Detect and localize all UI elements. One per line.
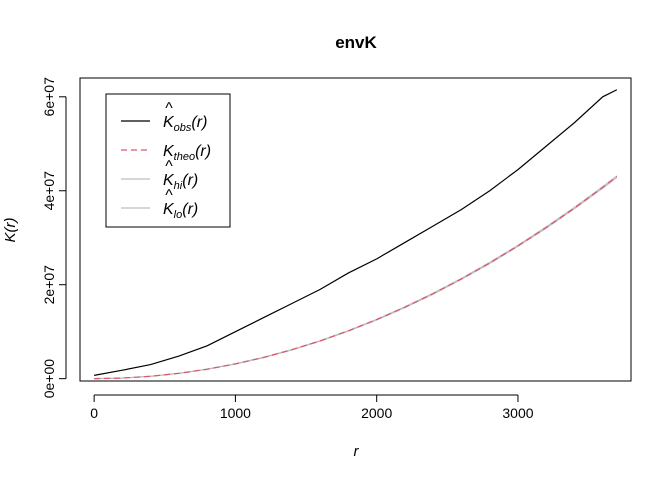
legend-hat-obs: ^ [165, 100, 173, 117]
legend-hat-lo: ^ [165, 187, 173, 204]
legend-hat-hi: ^ [165, 158, 173, 175]
x-tick-label: 1000 [220, 405, 251, 421]
legend-label-hi: Khi(r) [163, 172, 198, 192]
legend-box [105, 93, 231, 228]
series-layer [94, 89, 618, 380]
series-line-obs [94, 89, 618, 376]
y-tick-label: 2e+07 [41, 265, 57, 305]
x-tick-label: 2000 [361, 405, 392, 421]
chart-title: envK [335, 33, 377, 52]
legend-label-obs: Kobs(r) [163, 114, 207, 134]
x-tick-label: 0 [90, 405, 98, 421]
x-axis: 0 1000 2000 3000 [90, 394, 534, 421]
y-tick-label: 6e+07 [41, 77, 57, 117]
y-axis: 0e+00 2e+07 4e+07 6e+07 [41, 77, 67, 399]
y-axis-label: K(r) [2, 218, 19, 243]
y-tick-label: 0e+00 [41, 359, 57, 399]
x-axis-label: r [354, 443, 360, 460]
y-tick-label: 4e+07 [41, 171, 57, 211]
legend-label-lo: Klo(r) [163, 201, 198, 221]
x-tick-label: 3000 [502, 405, 533, 421]
legend-label-theo: Ktheo(r) [163, 143, 211, 163]
series-line-theo [94, 176, 618, 380]
legend: Kobs(r)^Ktheo(r)Khi(r)^Klo(r)^ [105, 93, 231, 228]
plot-box [79, 77, 632, 382]
